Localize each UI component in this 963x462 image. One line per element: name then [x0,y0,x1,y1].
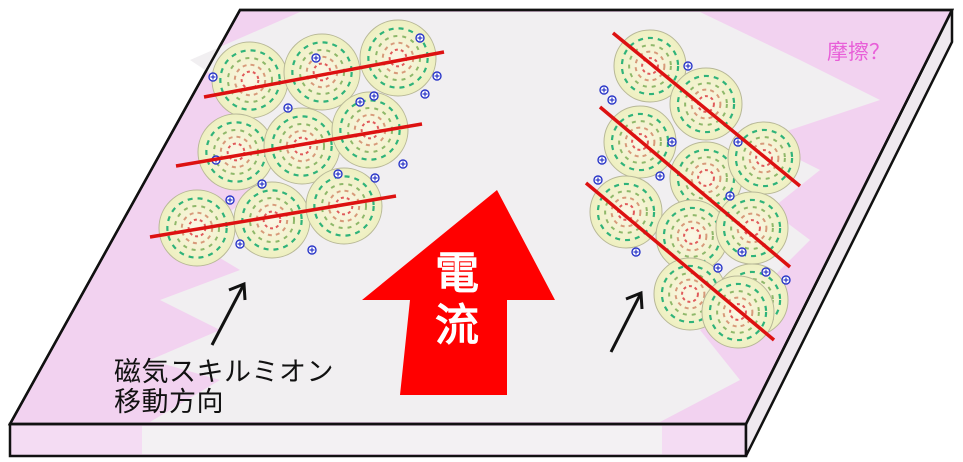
plus-circle-icon [737,247,747,257]
skyrmion [715,191,789,265]
plus-circle-icon [225,195,235,205]
current-label: 電 流 [432,248,482,352]
motion-label-line2: 移動方向 [114,387,224,418]
current-char-2: 流 [435,300,479,351]
plate-front-light-band [142,426,662,454]
plus-circle-icon [257,179,267,189]
stripe-line [149,194,397,239]
motion-direction-label: 磁気スキルミオン 移動方向 [114,358,334,418]
stripe-line [175,122,423,168]
plus-circle-icon [398,159,408,169]
plus-circle-icon [683,61,693,71]
up-arrow-icon [362,190,555,395]
plus-circle-icon [432,71,442,81]
plus-circle-icon [593,175,603,185]
plus-circle-icon [781,275,791,285]
stripe-line [584,181,776,342]
diagonal-arrow-icon [210,281,247,346]
plus-circle-icon [355,97,365,107]
right-skyrmion-cluster [584,29,802,349]
stripe-line [598,105,792,269]
skyrmion [669,141,743,215]
plus-circle-icon [333,169,343,179]
current-char-1: 電 [435,248,479,299]
left-skyrmion-cluster [149,19,445,267]
plus-circle-icon [283,103,293,113]
plus-circle-icon [415,33,425,43]
plus-circle-icon [235,239,245,249]
stripe-line [203,50,445,99]
motion-label-line1: 磁気スキルミオン [114,357,334,388]
plus-circle-icon [725,191,735,201]
skyrmion [283,33,361,111]
plus-circle-icon [420,89,430,99]
plus-circle-icon [369,91,379,101]
plus-circle-icon [599,85,609,95]
skyrmion [359,19,437,97]
friction-label: 摩擦？ [827,40,890,64]
plus-circle-icon [631,247,641,257]
plus-circle-icon [370,173,380,183]
plus-circle-icon [208,72,218,82]
plus-circle-icon [655,171,665,181]
plus-circle-icon [307,245,317,255]
plus-circle-icon [667,137,677,147]
diagonal-arrow-icon [609,290,644,353]
stripe-line [611,31,802,188]
plus-circle-icon [713,263,723,273]
plus-circle-icon [597,155,607,165]
plus-circle-icon [761,267,771,277]
plus-circle-icon [607,95,617,105]
skyrmion [211,41,289,119]
plus-circle-icon [311,53,321,63]
plus-circle-icon [733,137,743,147]
